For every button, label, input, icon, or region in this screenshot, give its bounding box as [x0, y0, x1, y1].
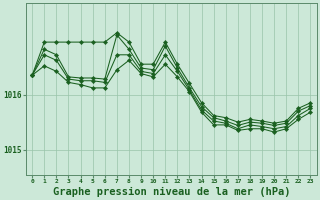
X-axis label: Graphe pression niveau de la mer (hPa): Graphe pression niveau de la mer (hPa)	[52, 186, 290, 197]
